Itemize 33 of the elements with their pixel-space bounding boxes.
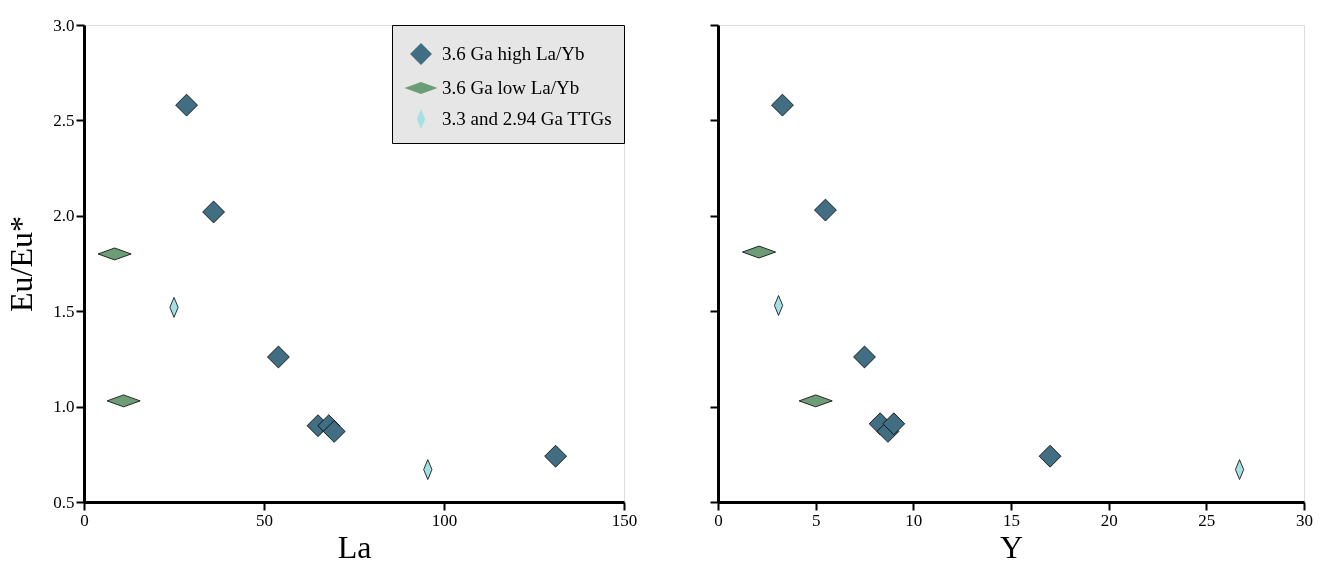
x-tick-label: 5 — [811, 510, 821, 530]
point — [853, 345, 876, 369]
y-axis-title: Eu/Eu* — [3, 216, 40, 312]
x-tick-label: 10 — [905, 510, 923, 530]
x-tick-label: 15 — [1003, 510, 1020, 530]
point — [267, 345, 290, 369]
point — [1038, 444, 1062, 468]
x-axis-title: Y — [999, 528, 1024, 565]
x-tick-label: 100 — [431, 510, 458, 530]
x-tick-label: 150 — [611, 510, 638, 530]
y-tick-label: 3.0 — [53, 15, 75, 35]
point — [322, 420, 346, 443]
x-axis-title: La — [337, 528, 372, 565]
point — [771, 93, 794, 117]
y-tick-label: 1.0 — [53, 397, 75, 417]
y-tick-label: 2.0 — [53, 206, 75, 226]
point — [882, 412, 906, 436]
x-tick-label: 0 — [80, 510, 89, 530]
x-tick-label: 25 — [1198, 510, 1216, 530]
point — [175, 93, 198, 117]
y-tick-label: 1.5 — [53, 301, 75, 321]
x-tick-label: 50 — [256, 510, 273, 530]
legend-label: 3.6 Ga high La/Yb — [442, 43, 585, 64]
x-tick-label: 30 — [1296, 510, 1313, 530]
point — [814, 198, 837, 222]
y-tick-label: 0.5 — [53, 492, 75, 512]
point — [544, 444, 567, 468]
point — [202, 200, 225, 224]
legend-label: 3.6 Ga low La/Yb — [442, 77, 580, 98]
legend-label: 3.3 and 2.94 Ga TTGs — [442, 108, 612, 129]
x-tick-label: 20 — [1100, 510, 1118, 530]
x-tick-label: 0 — [714, 510, 723, 530]
y-tick-label: 2.5 — [53, 110, 75, 130]
